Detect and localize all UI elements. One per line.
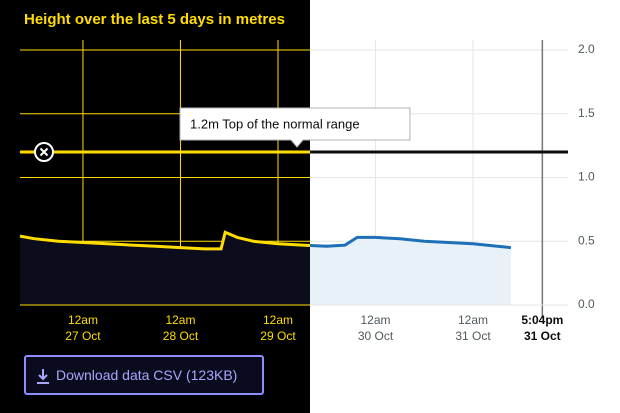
now-label: 31 Oct [524, 329, 561, 343]
x-tick-label: 31 Oct [455, 329, 491, 343]
standard-view: Height over the last 5 days in metres 12… [310, 40, 568, 343]
overlay: 0.0 0.5 1.0 1.5 2.0 1.2m Top of the normal ra… [34, 42, 595, 311]
line [310, 235, 512, 250]
remove-cross [39, 147, 49, 157]
area [310, 237, 511, 305]
threshold-label: 1.2m Top of the normal range [190, 116, 360, 131]
x-tick-label: 12am [360, 313, 390, 327]
area [20, 232, 310, 305]
chart-title: Height over the last 5 days in metres [24, 11, 285, 28]
x-tick-label: 12am [68, 313, 98, 327]
threshold-callout [179, 107, 411, 148]
line [19, 230, 310, 251]
contrast-view: Height over the last 5 days in metres 12… [19, 11, 310, 343]
x-tick-label: 12am [263, 313, 293, 327]
y-tick-label: 1.5 [578, 106, 595, 120]
y-tick-label: 0.5 [578, 233, 595, 247]
now-label: 5:04pm [521, 313, 563, 327]
contrast-panel [0, 0, 310, 413]
x-tick-label: 29 Oct [260, 329, 296, 343]
download-label: Download data CSV (123KB) [56, 367, 238, 383]
y-tick-label: 0.0 [578, 297, 595, 311]
y-tick-label: 2.0 [578, 42, 595, 56]
download-icon [37, 369, 49, 384]
x-tick-label: 30 Oct [358, 329, 394, 343]
x-tick-label: 12am [458, 313, 488, 327]
y-tick-label: 1.0 [578, 170, 595, 184]
x-tick-label: 12am [165, 313, 195, 327]
x-tick-label: 28 Oct [163, 329, 199, 343]
download-button[interactable]: Download data CSV (123KB) [24, 355, 264, 395]
remove-threshold-button[interactable] [34, 142, 54, 162]
x-tick-label: 27 Oct [65, 329, 101, 343]
